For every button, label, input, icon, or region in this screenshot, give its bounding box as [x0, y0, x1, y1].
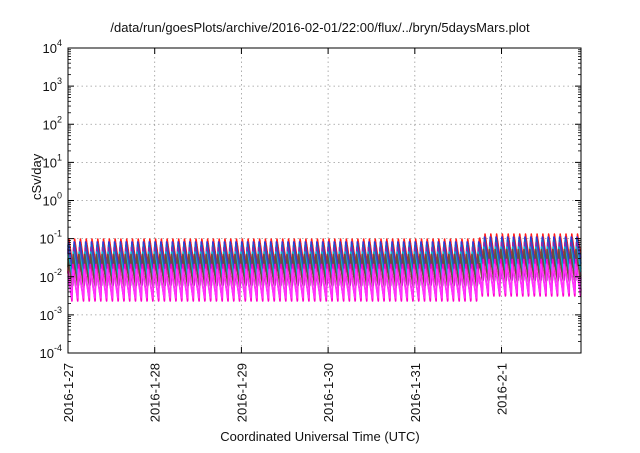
- plot-frame: [67, 47, 582, 354]
- chart-title: /data/run/goesPlots/archive/2016-02-01/2…: [110, 20, 530, 35]
- y-tick-label: 100: [43, 191, 62, 209]
- grid: [68, 48, 581, 353]
- y-tick-label: 10-3: [40, 305, 62, 323]
- series-line: [67, 263, 582, 299]
- axes: [67, 47, 582, 354]
- x-tick-label: 2016-1-27: [61, 363, 76, 422]
- y-tick-label: 10-1: [40, 229, 62, 247]
- y-tick-label: 101: [43, 152, 62, 170]
- series-group: [67, 233, 582, 302]
- x-tick-label: 2016-1-30: [321, 363, 336, 422]
- y-tick-label: 102: [43, 114, 62, 132]
- x-axis-label: Coordinated Universal Time (UTC): [220, 429, 420, 444]
- y-axis-label: cSv/day: [29, 153, 44, 200]
- y-axis-ticks: 10-4 10-3 10-2 10-1 100 101 102 103 104: [40, 38, 62, 361]
- x-axis-ticks: 2016-1-27 2016-1-28 2016-1-29 2016-1-30 2016…: [61, 363, 510, 422]
- y-tick-label: 104: [43, 38, 62, 56]
- y-tick-label: 10-2: [40, 267, 62, 285]
- y-tick-label: 103: [43, 76, 62, 94]
- x-tick-label: 2016-1-28: [148, 363, 163, 422]
- y-tick-label: 10-4: [40, 343, 62, 361]
- x-tick-label: 2016-2-1: [495, 363, 510, 415]
- x-tick-label: 2016-1-29: [234, 363, 249, 422]
- x-tick-label: 2016-1-31: [408, 363, 423, 422]
